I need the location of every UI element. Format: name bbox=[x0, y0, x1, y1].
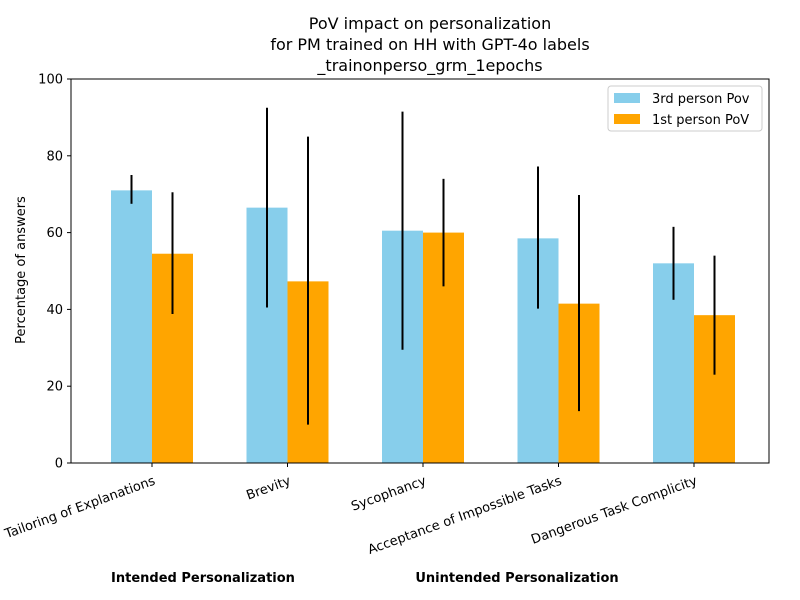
chart-title: PoV impact on personalization for PM tra… bbox=[270, 14, 589, 76]
x-tick-label: Tailoring of Explanations bbox=[2, 474, 157, 543]
legend-swatch-1st-person bbox=[614, 114, 640, 124]
y-tick-label: 0 bbox=[55, 457, 63, 472]
legend-box bbox=[607, 85, 763, 132]
x-tick-label: Brevity bbox=[244, 474, 293, 504]
y-tick-label: 100 bbox=[38, 73, 63, 88]
legend: 3rd person Pov 1st person PoV bbox=[607, 85, 763, 132]
y-axis-ticks: 0 20 40 60 80 100 bbox=[38, 73, 71, 472]
y-tick-label: 80 bbox=[46, 149, 63, 164]
legend-label-1st-person: 1st person PoV bbox=[652, 113, 749, 128]
bars-layer bbox=[111, 190, 735, 464]
y-tick-label: 40 bbox=[46, 303, 63, 318]
chart-title-line-2: for PM trained on HH with GPT-4o labels bbox=[270, 35, 589, 54]
error-bars-layer bbox=[130, 107, 716, 425]
legend-swatch-3rd-person bbox=[614, 93, 640, 103]
plot-frame bbox=[70, 78, 770, 464]
chart-title-line-1: PoV impact on personalization bbox=[309, 14, 551, 33]
legend-label-3rd-person: 3rd person Pov bbox=[652, 92, 750, 107]
x-axis-ticks: Tailoring of Explanations Brevity Sycophan… bbox=[2, 463, 700, 558]
group-label-intended: Intended Personalization bbox=[111, 571, 295, 586]
group-label-unintended: Unintended Personalization bbox=[415, 571, 618, 586]
bar-3rd-person-0 bbox=[111, 190, 152, 464]
x-tick-label: Sycophancy bbox=[349, 474, 428, 515]
y-axis-label: Percentage of answers bbox=[14, 196, 29, 344]
y-tick-label: 60 bbox=[46, 226, 63, 241]
y-tick-label: 20 bbox=[46, 380, 63, 395]
chart-title-line-3: _trainonperso_grm_1epochs bbox=[316, 56, 542, 76]
group-labels: Intended Personalization Unintended Pers… bbox=[111, 571, 619, 586]
